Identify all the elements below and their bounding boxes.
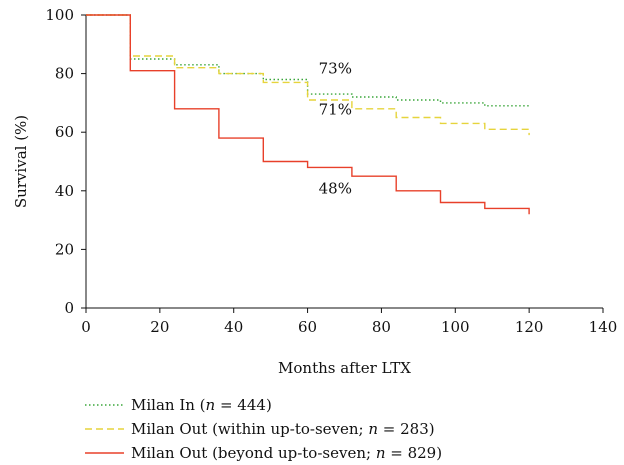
ticks: 0 20 40 60 80 100 120 140 0 20 40 60 80 100	[45, 6, 617, 336]
annotations: 73% 71% 48%	[319, 60, 352, 198]
series-line-3	[86, 14, 530, 215]
legend-label: Milan Out (within up-to-seven; n = 283)	[131, 420, 435, 438]
legend-label: Milan In (n = 444)	[131, 396, 272, 414]
y-tick-label: 80	[55, 65, 74, 83]
x-tick-label: 0	[81, 318, 91, 336]
annotation-label: 48%	[319, 180, 352, 198]
annotation-label: 73%	[319, 60, 352, 78]
x-tick-label: 120	[515, 318, 544, 336]
x-tick-label: 140	[589, 318, 618, 336]
x-tick-label: 40	[224, 318, 243, 336]
y-tick-label: 100	[45, 6, 74, 24]
legend-label: Milan Out (beyond up-to-seven; n = 829)	[131, 444, 442, 462]
legend: Milan In (n = 444) Milan Out (within up-t…	[85, 396, 442, 462]
series-group	[86, 14, 530, 215]
x-axis-label: Months after LTX	[278, 359, 411, 377]
x-tick-label: 80	[372, 318, 391, 336]
x-tick-label: 20	[150, 318, 169, 336]
series-line-2	[86, 14, 530, 136]
y-tick-label: 0	[64, 299, 74, 317]
y-tick-label: 40	[55, 182, 74, 200]
annotation-label: 71%	[319, 101, 352, 119]
y-tick-label: 60	[55, 123, 74, 141]
axes	[85, 15, 603, 309]
y-axis-label: Survival (%)	[12, 115, 30, 208]
series-line-1	[86, 14, 530, 107]
x-tick-label: 60	[298, 318, 317, 336]
y-tick-label: 20	[55, 240, 74, 258]
x-tick-label: 100	[441, 318, 470, 336]
